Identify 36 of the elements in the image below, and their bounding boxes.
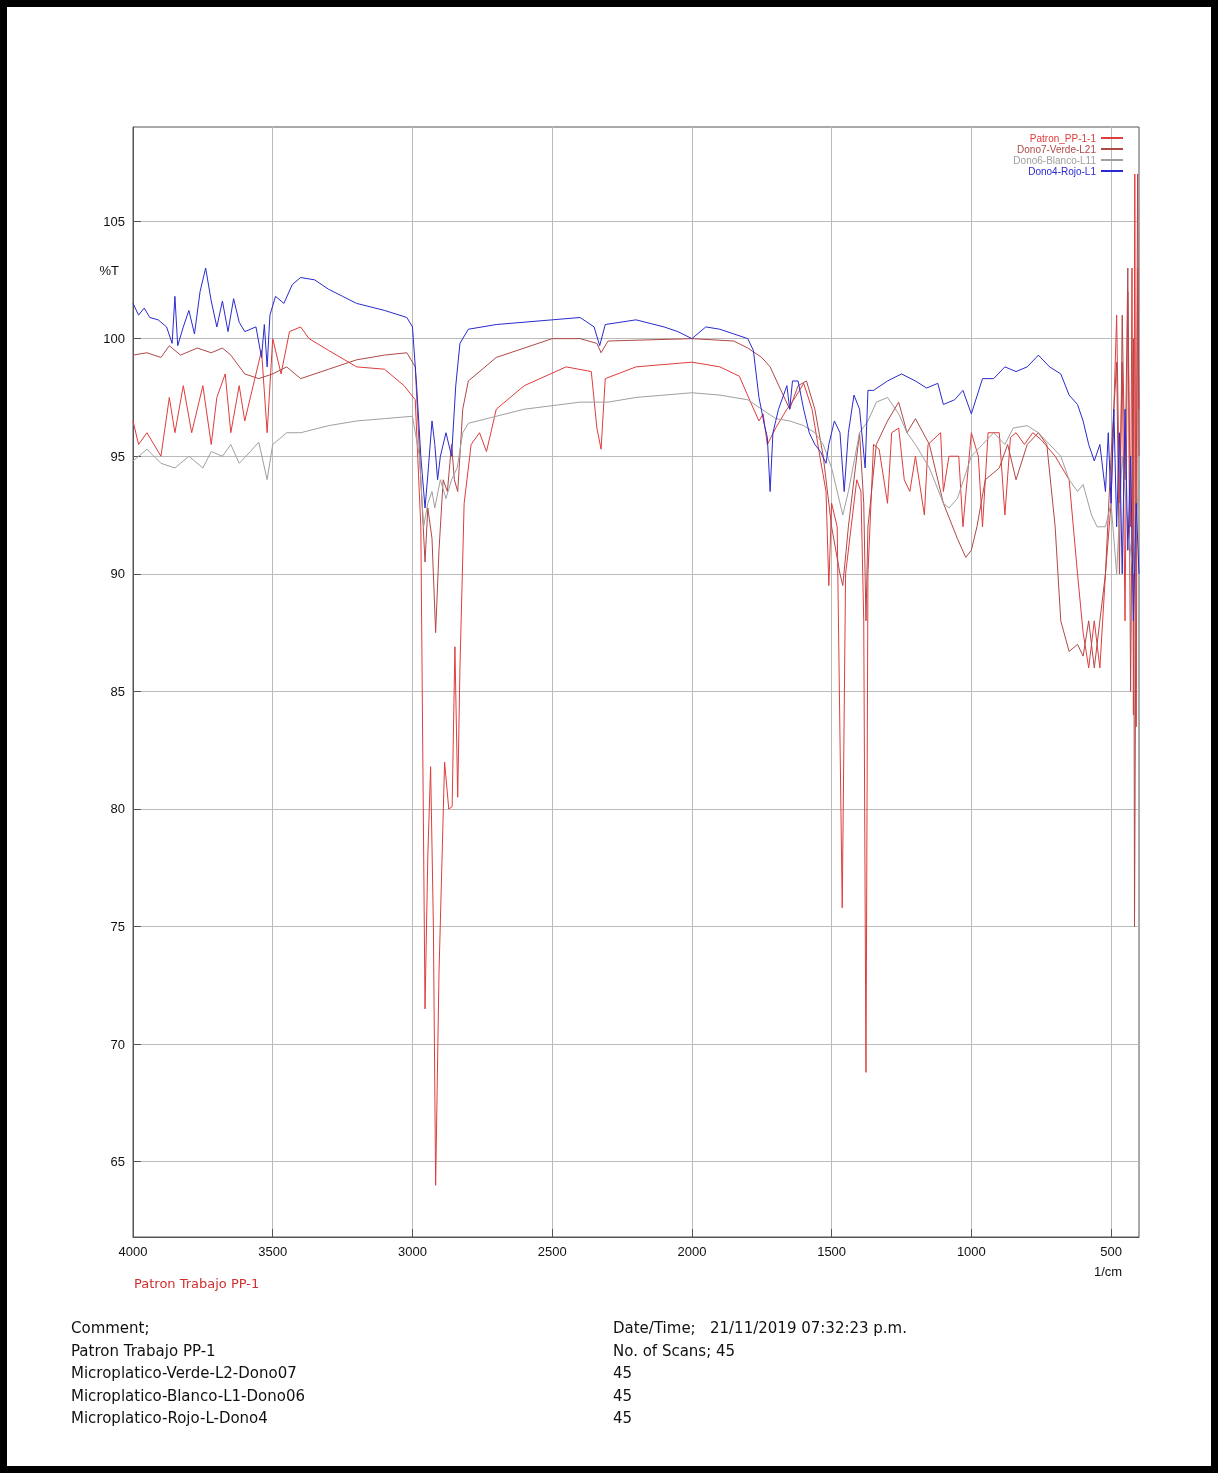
- x-tick-label: 2500: [537, 1244, 567, 1259]
- x-tick-label: 4000: [118, 1244, 148, 1259]
- y-tick-label: 80: [110, 801, 125, 817]
- text: No. of Scans; 45: [613, 1341, 736, 1360]
- text: Date/Time; 21/11/2019 07:32:23 p.m.: [613, 1319, 908, 1337]
- text: Patron Trabajo PP-1: [134, 1276, 260, 1291]
- y-tick-label: 85: [110, 683, 125, 699]
- text: 45: [613, 1409, 633, 1427]
- y-tick-label: 70: [110, 1036, 125, 1052]
- legend-label: Patron_PP-1-1: [1029, 132, 1097, 144]
- line-series: [132, 267, 1140, 622]
- legend-label: Dono4-Rojo-L1: [1028, 165, 1097, 177]
- y-tick-label: 90: [110, 566, 125, 582]
- x-tick-label: 1000: [956, 1244, 986, 1259]
- legend-label: Dono7-Verde-L21: [1017, 143, 1097, 155]
- text: Microplatico-Blanco-L1-Dono06: [71, 1386, 305, 1405]
- y-tick-label: 75: [110, 919, 125, 935]
- y-tick-label: 65: [110, 1154, 125, 1170]
- y-tick-label: 95: [110, 448, 125, 464]
- x-tick-label: 3000: [397, 1244, 427, 1259]
- text: Microplatico-Verde-L2-Dono07: [71, 1364, 297, 1382]
- legend-label: Dono6-Blanco-L11: [1013, 154, 1097, 166]
- x-tick-label: 3500: [258, 1244, 288, 1259]
- text: Patron Trabajo PP-1: [71, 1341, 216, 1360]
- y-tick-label: 100: [103, 331, 125, 347]
- text: 45: [613, 1364, 633, 1382]
- text: Comment;: [71, 1319, 150, 1337]
- line-series: [132, 392, 1140, 575]
- y-axis-title: %T: [99, 263, 120, 278]
- text: 45: [613, 1386, 633, 1405]
- x-axis-title: 1/cm: [1094, 1264, 1123, 1279]
- text: Microplatico-Rojo-L-Dono4: [71, 1409, 268, 1427]
- x-tick-label: 2000: [677, 1244, 707, 1259]
- y-tick-label: 105: [103, 213, 125, 229]
- x-tick-label: 500: [1100, 1244, 1122, 1259]
- x-tick-label: 1500: [817, 1244, 847, 1259]
